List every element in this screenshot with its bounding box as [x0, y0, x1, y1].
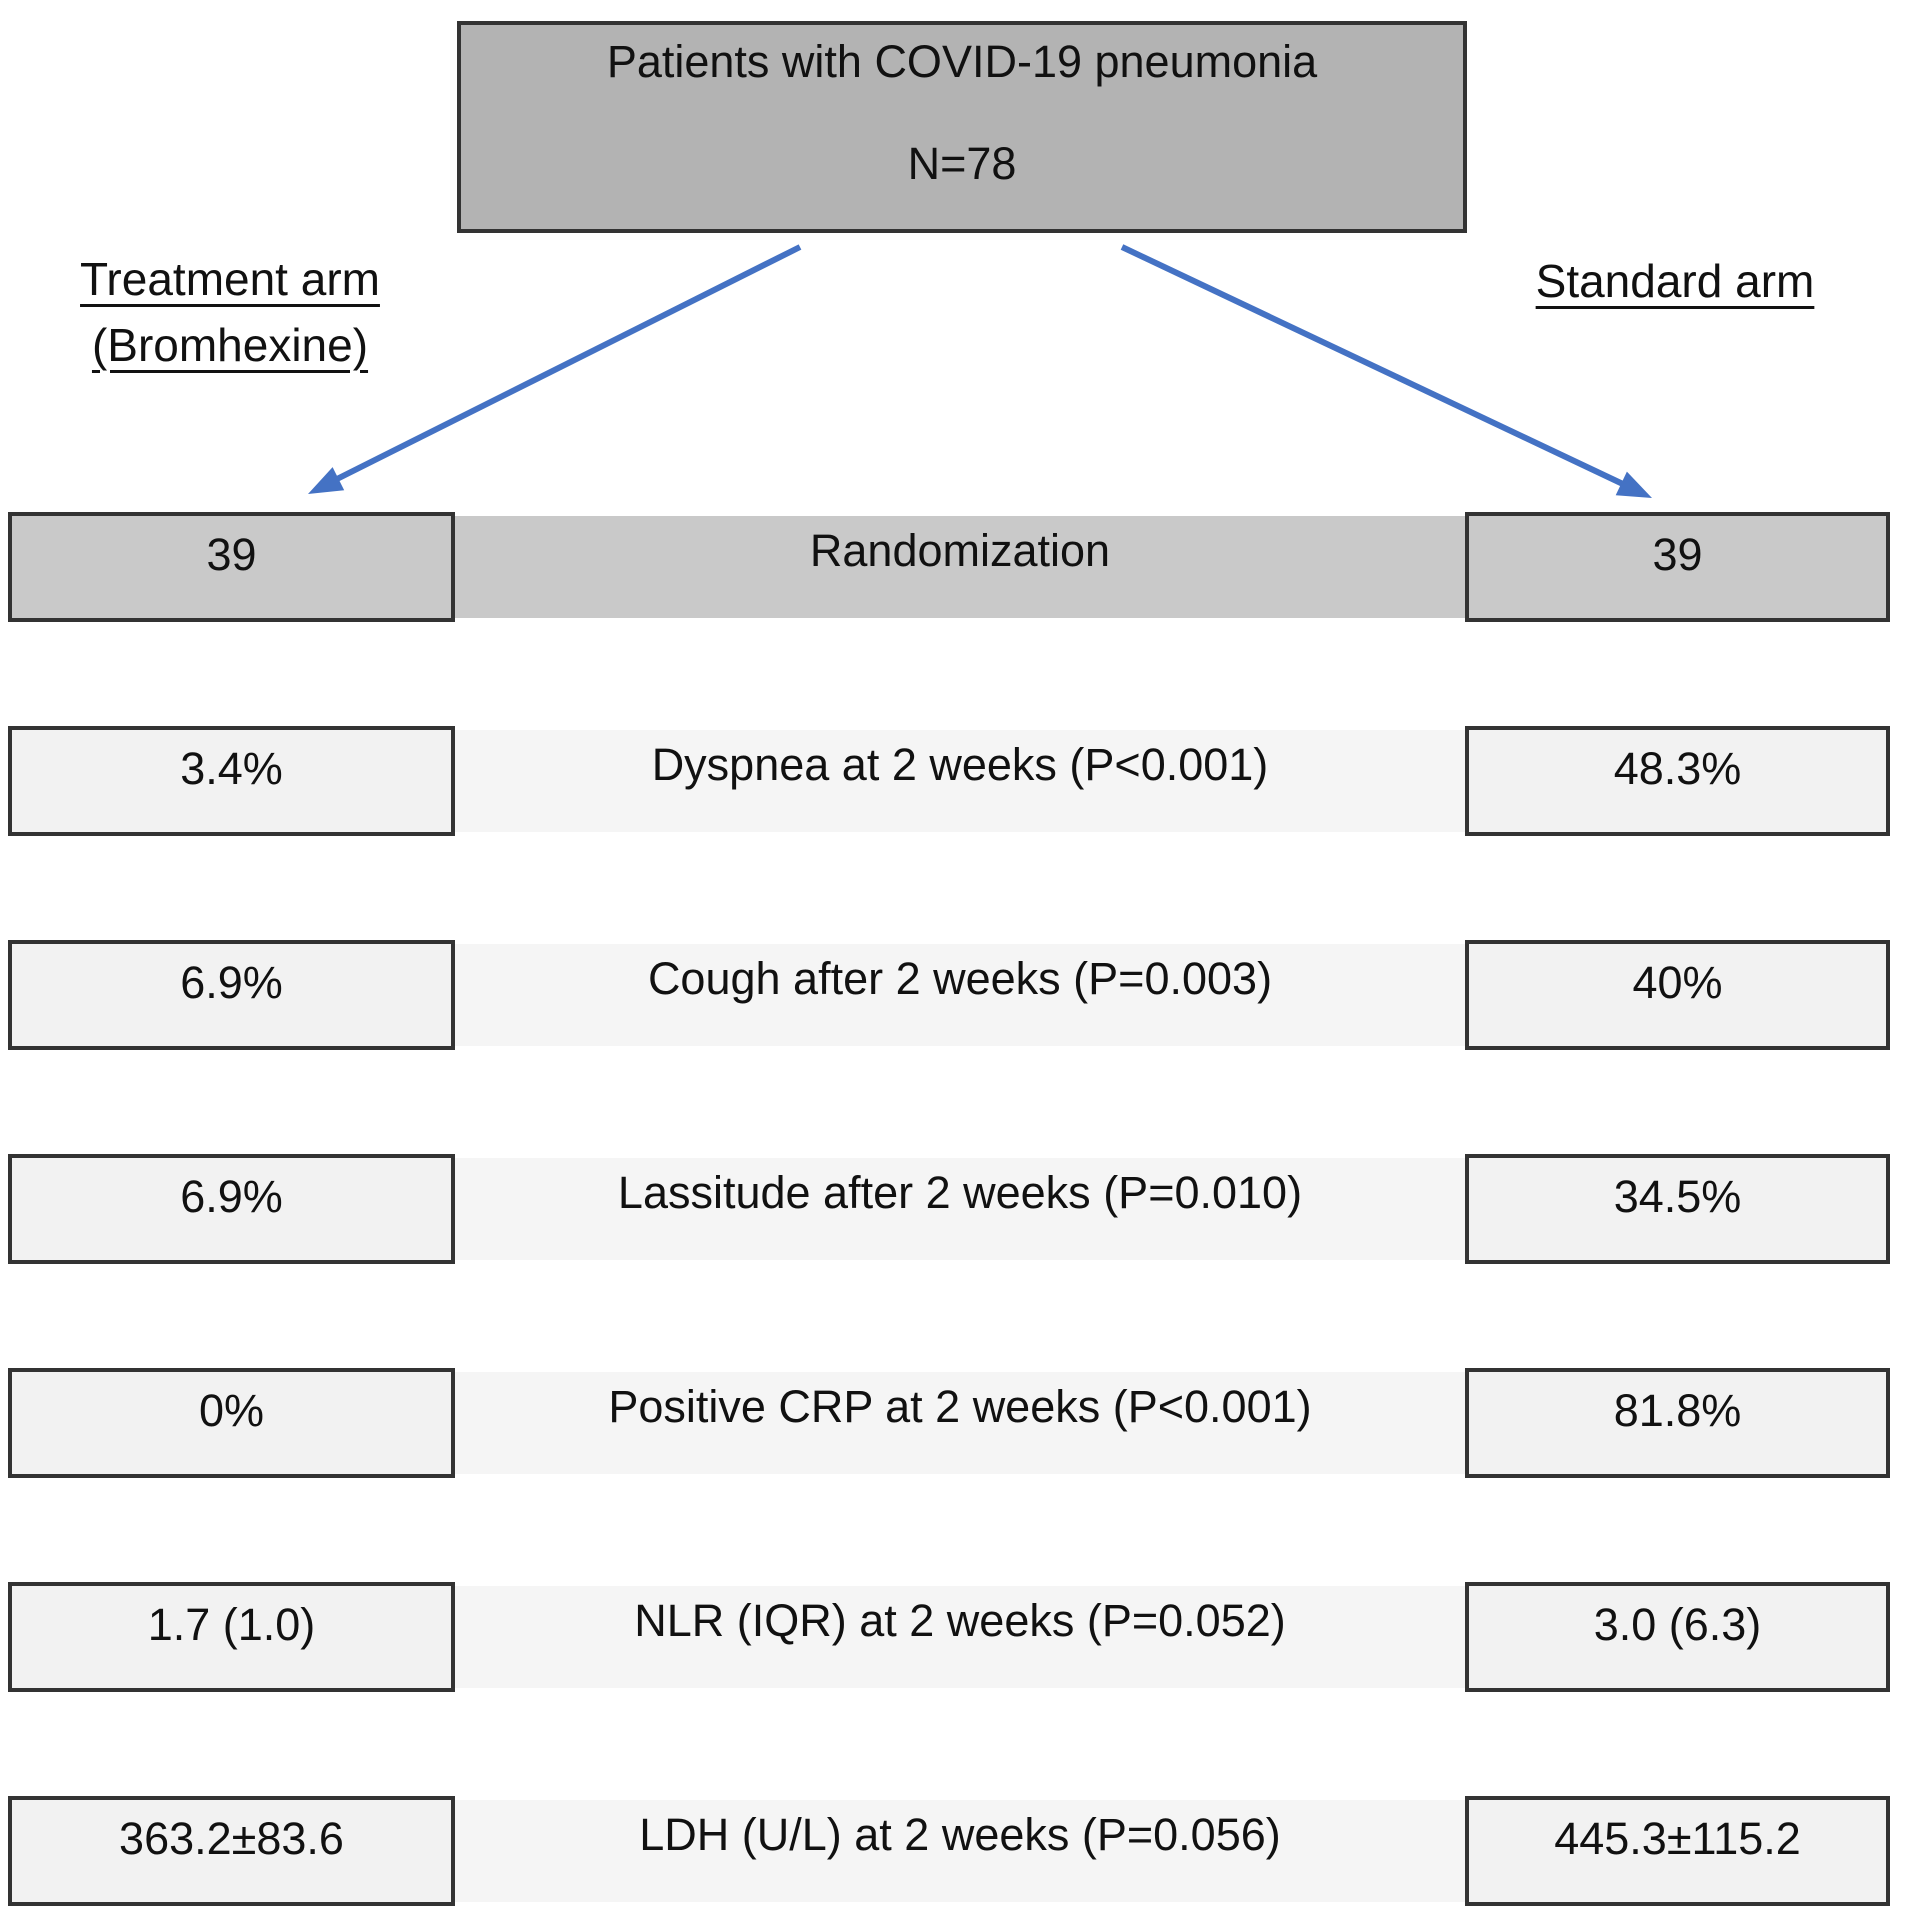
outcome-row-cough: 6.9% Cough after 2 weeks (P=0.003) 40% — [0, 940, 1913, 1050]
treatment-arm-label-line2: (Bromhexine) — [91, 319, 369, 371]
standard-arm-label-text: Standard arm — [1535, 255, 1815, 307]
outcome-row-crp: 0% Positive CRP at 2 weeks (P<0.001) 81.… — [0, 1368, 1913, 1478]
standard-n-box: 39 — [1465, 512, 1890, 622]
randomization-band: Randomization — [455, 516, 1465, 618]
standard-value-box: 40% — [1465, 940, 1890, 1050]
outcome-label-band: Cough after 2 weeks (P=0.003) — [455, 944, 1465, 1046]
treatment-arm-label: Treatment arm (Bromhexine) — [35, 246, 425, 378]
outcome-label-band: Positive CRP at 2 weeks (P<0.001) — [455, 1372, 1465, 1474]
patients-box-title: Patients with COVID-19 pneumonia — [606, 36, 1318, 87]
standard-value-box: 81.8% — [1465, 1368, 1890, 1478]
treatment-value-box: 6.9% — [8, 940, 455, 1050]
patients-box-n: N=78 — [907, 138, 1017, 189]
standard-arm-label: Standard arm — [1505, 248, 1845, 314]
outcome-label-band: LDH (U/L) at 2 weeks (P=0.056) — [455, 1800, 1465, 1902]
standard-value-box: 445.3±115.2 — [1465, 1796, 1890, 1906]
outcome-row-lassitude: 6.9% Lassitude after 2 weeks (P=0.010) 3… — [0, 1154, 1913, 1264]
treatment-n-box: 39 — [8, 512, 455, 622]
treatment-value-box: 363.2±83.6 — [8, 1796, 455, 1906]
standard-value-box: 34.5% — [1465, 1154, 1890, 1264]
outcome-row-nlr: 1.7 (1.0) NLR (IQR) at 2 weeks (P=0.052)… — [0, 1582, 1913, 1692]
patients-box: Patients with COVID-19 pneumonia N=78 — [457, 21, 1467, 233]
outcome-label-band: NLR (IQR) at 2 weeks (P=0.052) — [455, 1586, 1465, 1688]
outcome-row-ldh: 363.2±83.6 LDH (U/L) at 2 weeks (P=0.056… — [0, 1796, 1913, 1906]
treatment-value-box: 0% — [8, 1368, 455, 1478]
outcome-row-dyspnea: 3.4% Dyspnea at 2 weeks (P<0.001) 48.3% — [0, 726, 1913, 836]
standard-value-box: 3.0 (6.3) — [1465, 1582, 1890, 1692]
outcome-label-band: Lassitude after 2 weeks (P=0.010) — [455, 1158, 1465, 1260]
treatment-value-box: 1.7 (1.0) — [8, 1582, 455, 1692]
treatment-value-box: 6.9% — [8, 1154, 455, 1264]
treatment-arm-label-line1: Treatment arm — [80, 253, 380, 305]
randomization-row: 39 Randomization 39 — [0, 512, 1913, 622]
treatment-value-box: 3.4% — [8, 726, 455, 836]
standard-value-box: 48.3% — [1465, 726, 1890, 836]
outcome-label-band: Dyspnea at 2 weeks (P<0.001) — [455, 730, 1465, 832]
